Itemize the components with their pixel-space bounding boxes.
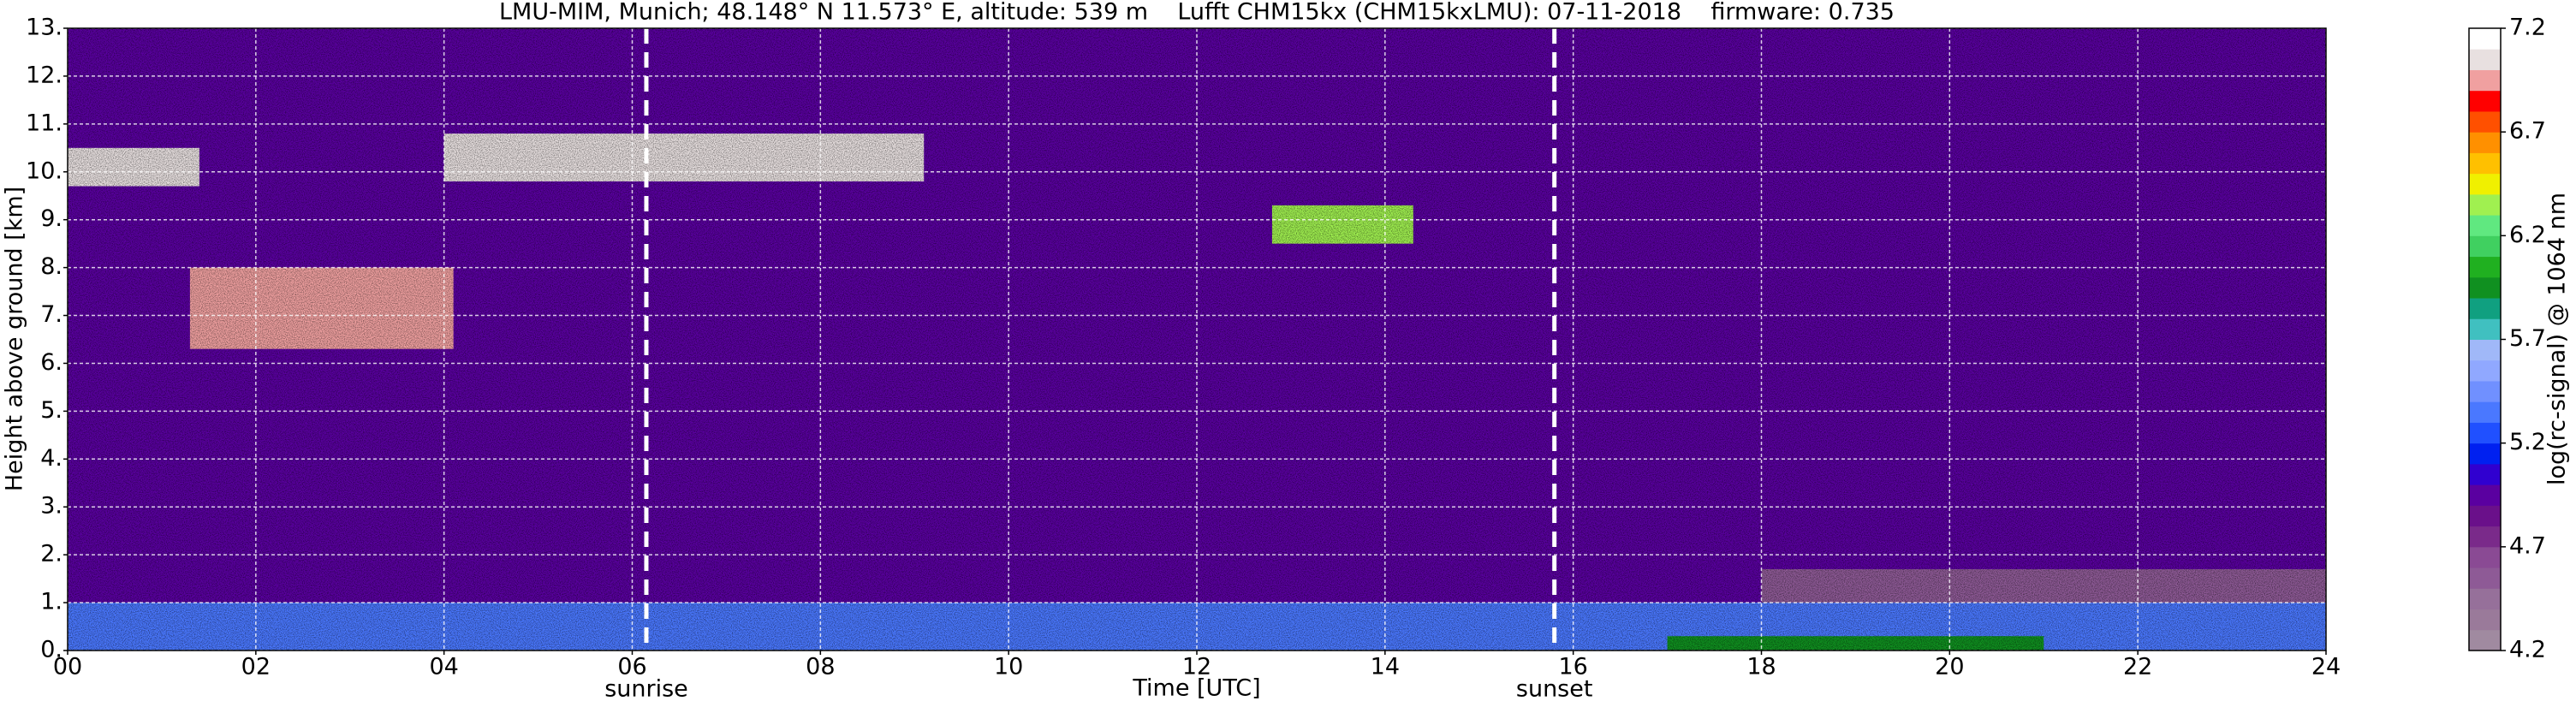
y-tick-label: 10. <box>26 157 62 184</box>
colorbar-swatch <box>2469 422 2501 444</box>
colorbar-swatch <box>2469 235 2501 258</box>
x-tick-label: 04 <box>429 654 458 680</box>
x-tick-label: 18 <box>1746 654 1776 680</box>
y-tick-label: 4. <box>40 445 62 472</box>
x-tick-label: 10 <box>994 654 1023 680</box>
x-tick-label: 24 <box>2311 654 2341 680</box>
colorbar-swatch <box>2469 526 2501 548</box>
colorbar-label: log(rc-signal) @ 1064 nm <box>2544 193 2571 485</box>
colorbar-tick-label: 4.7 <box>2509 532 2546 559</box>
colorbar-swatch <box>2469 609 2501 631</box>
y-tick-label: 6. <box>40 349 62 376</box>
x-tick-label: 16 <box>1558 654 1587 680</box>
y-axis-label: Height above ground [km] <box>2 187 28 491</box>
colorbar-swatch <box>2469 49 2501 70</box>
colorbar-swatch <box>2469 443 2501 465</box>
colorbar-swatch <box>2469 505 2501 527</box>
x-tick-label: 02 <box>241 654 271 680</box>
colorbar-swatch <box>2469 401 2501 423</box>
y-tick-label: 7. <box>40 301 62 328</box>
x-tick-label: 00 <box>53 654 82 680</box>
x-tick-label: 08 <box>806 654 835 680</box>
colorbar-swatch <box>2469 380 2501 402</box>
y-tick-label: 1. <box>40 589 62 615</box>
colorbar-swatch <box>2469 484 2501 506</box>
colorbar-tick-label: 5.7 <box>2509 325 2546 352</box>
annotation-label: sunset <box>1516 676 1593 703</box>
y-tick-label: 13. <box>26 15 62 41</box>
x-tick-label: 14 <box>1371 654 1400 680</box>
colorbar-tick-label: 7.2 <box>2509 15 2546 41</box>
plot-frame <box>67 27 2327 651</box>
x-axis-label: Time [UTC] <box>1132 675 1260 702</box>
colorbar-swatch <box>2469 132 2501 153</box>
colorbar-swatch <box>2469 152 2501 175</box>
colorbar-swatch <box>2469 318 2501 340</box>
colorbar-swatch <box>2469 629 2501 651</box>
y-tick-label: 9. <box>40 205 62 232</box>
colorbar-swatch <box>2469 28 2501 50</box>
y-tick-label: 3. <box>40 493 62 520</box>
x-tick-label: 22 <box>2123 654 2152 680</box>
y-tick-label: 8. <box>40 253 62 280</box>
colorbar-tick-label: 6.7 <box>2509 118 2546 145</box>
colorbar-swatch <box>2469 193 2501 216</box>
x-tick-label: 20 <box>1935 654 1964 680</box>
x-tick-label: 06 <box>617 654 646 680</box>
colorbar-swatch <box>2469 463 2501 485</box>
colorbar-swatch <box>2469 276 2501 299</box>
y-tick-label: 0. <box>40 637 62 663</box>
colorbar-swatch <box>2469 110 2501 133</box>
colorbar-swatch <box>2469 69 2501 92</box>
colorbar-tick-label: 5.2 <box>2509 429 2546 455</box>
overlay: 0. 1. 2. 3. 4. 5. 6. 7. 8. 9. 10. 11. 12. 13. 00 02 04 06… <box>26 15 2546 703</box>
colorbar-swatch <box>2469 173 2501 195</box>
y-tick-label: 12. <box>26 62 62 88</box>
colorbar-swatch <box>2469 339 2501 361</box>
colorbar-swatch <box>2469 215 2501 236</box>
colorbar-swatch <box>2469 546 2501 568</box>
colorbar-swatch <box>2469 90 2501 112</box>
chart-title: LMU-MIM, Munich; 48.148° N 11.573° E, al… <box>499 0 1895 26</box>
y-tick-label: 2. <box>40 541 62 567</box>
annotation-label: sunrise <box>604 676 688 703</box>
colorbar-tick-label: 4.2 <box>2509 637 2546 663</box>
y-tick-label: 5. <box>40 397 62 424</box>
colorbar-tick-label: 6.2 <box>2509 222 2546 248</box>
x-tick-label: 12 <box>1182 654 1211 680</box>
y-tick-label: 11. <box>26 110 62 136</box>
colorbar-swatch <box>2469 359 2501 382</box>
colorbar-swatch <box>2469 567 2501 589</box>
colorbar-swatch <box>2469 298 2501 319</box>
colorbar-swatch <box>2469 588 2501 610</box>
colorbar-swatch <box>2469 256 2501 278</box>
